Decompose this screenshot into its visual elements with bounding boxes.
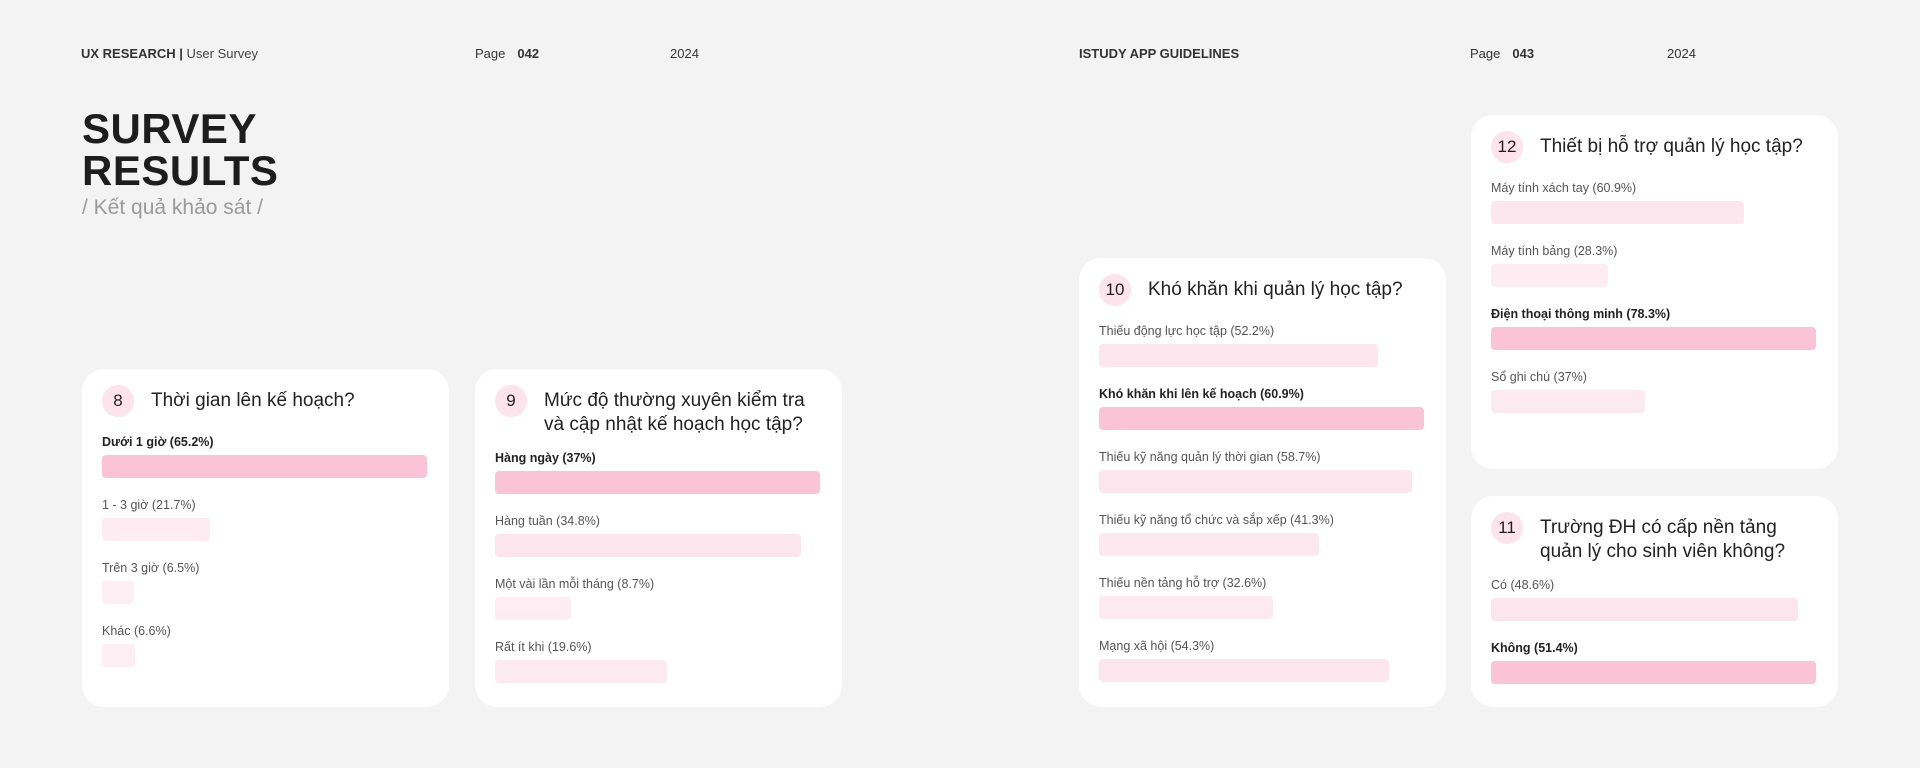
option-bar [1491, 327, 1816, 350]
question-number-badge: 11 [1491, 512, 1523, 544]
option-label: Không (51.4%) [1491, 641, 1578, 655]
option-label: 1 - 3 giờ (21.7%) [102, 498, 196, 512]
survey-card-q9: 9 Mức độ thường xuyên kiểm tra và cập nhậ… [475, 369, 842, 707]
option-label: Mạng xã hội (54.3%) [1099, 639, 1215, 653]
option-label: Hàng ngày (37%) [495, 451, 596, 465]
option-bar [495, 660, 667, 683]
option-bar [1491, 661, 1816, 684]
option-label: Thiếu kỹ năng quản lý thời gian (58.7%) [1099, 450, 1321, 464]
option-label: Trên 3 giờ (6.5%) [102, 561, 200, 575]
option-row: Điện thoại thông minh (78.3%) [1491, 307, 1816, 350]
option-bar [495, 597, 571, 620]
option-row: Thiếu kỹ năng tổ chức và sắp xếp (41.3%) [1099, 513, 1334, 556]
option-label: Hàng tuần (34.8%) [495, 514, 600, 528]
option-bar [102, 644, 135, 667]
right-header-section: ISTUDY APP GUIDELINES [1079, 46, 1240, 61]
option-label: Thiếu động lực học tập (52.2%) [1099, 324, 1275, 338]
option-bar [102, 455, 427, 478]
option-label: Máy tính bảng (28.3%) [1491, 244, 1618, 258]
option-bar [1099, 659, 1389, 682]
survey-card-q11: 11 Trường ĐH có cấp nền tảng quản lý cho … [1471, 496, 1838, 707]
option-label: Điện thoại thông minh (78.3%) [1491, 307, 1671, 321]
question-title: Khó khăn khi quản lý học tập? [1148, 279, 1403, 300]
question-number-badge: 9 [495, 385, 527, 417]
page-title: SURVEY RESULTS [82, 105, 279, 194]
question-title: Thời gian lên kế hoạch? [151, 390, 355, 411]
survey-card-q8: 8 Thời gian lên kế hoạch? Dưới 1 giờ (65.… [82, 369, 449, 707]
option-row: Khác (6.6%) [102, 624, 171, 667]
option-bar [1099, 344, 1378, 367]
option-bar [1099, 470, 1412, 493]
option-row: Trên 3 giờ (6.5%) [102, 561, 199, 604]
option-bar [1491, 390, 1645, 413]
option-label: Một vài lần mỗi tháng (8.7%) [495, 577, 655, 591]
option-label: Có (48.6%) [1491, 578, 1555, 592]
option-label: Sổ ghi chú (37%) [1491, 370, 1587, 384]
option-label: Khó khăn khi lên kế hoạch (60.9%) [1099, 387, 1304, 401]
left-page-indicator: Page 042 [475, 46, 540, 61]
question-title: Thiết bị hỗ trợ quản lý học tập? [1540, 136, 1803, 157]
question-title: Mức độ thường xuyên kiểm tra và cập nhật… [544, 390, 805, 435]
question-title: Trường ĐH có cấp nền tảng quản lý cho si… [1540, 517, 1786, 562]
option-label: Máy tính xách tay (60.9%) [1491, 181, 1637, 195]
right-page-indicator: Page 043 [1470, 46, 1535, 61]
option-row: Khó khăn khi lên kế hoạch (60.9%) [1099, 387, 1424, 430]
option-row: Hàng ngày (37%) [495, 451, 820, 494]
option-label: Rất ít khi (19.6%) [495, 640, 592, 654]
option-row: Máy tính xách tay (60.9%) [1491, 181, 1744, 224]
option-label: Dưới 1 giờ (65.2%) [102, 435, 214, 449]
question-number-badge: 10 [1099, 274, 1131, 306]
right-year: 2024 [1667, 46, 1696, 61]
option-bar [1491, 598, 1798, 621]
option-row: Rất ít khi (19.6%) [495, 640, 667, 683]
question-number-badge: 8 [102, 385, 134, 417]
option-bar [495, 471, 820, 494]
option-bar [495, 534, 801, 557]
left-header-section: UX RESEARCH | User Survey [81, 46, 259, 61]
survey-card-q12: 12 Thiết bị hỗ trợ quản lý học tập? Máy t… [1471, 115, 1838, 469]
survey-card-q10: 10 Khó khăn khi quản lý học tập? Thiếu độ… [1079, 258, 1446, 707]
option-row: 1 - 3 giờ (21.7%) [102, 498, 210, 541]
option-bar [1099, 407, 1424, 430]
option-label: Thiếu kỹ năng tổ chức và sắp xếp (41.3%) [1099, 513, 1334, 527]
option-row: Máy tính bảng (28.3%) [1491, 244, 1617, 287]
option-bar [102, 581, 134, 604]
option-label: Thiếu nền tảng hỗ trợ (32.6%) [1099, 576, 1267, 590]
left-header-subsection: User Survey [186, 46, 259, 61]
option-row: Thiếu kỹ năng quản lý thời gian (58.7%) [1099, 450, 1412, 493]
page-subtitle: / Kết quả khảo sát / [82, 196, 263, 219]
option-row: Một vài lần mỗi tháng (8.7%) [495, 577, 654, 620]
option-label: Khác (6.6%) [102, 624, 171, 638]
option-row: Không (51.4%) [1491, 641, 1816, 684]
option-row: Dưới 1 giờ (65.2%) [102, 435, 427, 478]
option-bar [1491, 201, 1744, 224]
option-row: Thiếu nền tảng hỗ trợ (32.6%) [1099, 576, 1273, 619]
option-bar [1099, 533, 1319, 556]
option-bar [1099, 596, 1273, 619]
option-row: Mạng xã hội (54.3%) [1099, 639, 1389, 682]
option-bar [1491, 264, 1608, 287]
option-row: Thiếu động lực học tập (52.2%) [1099, 324, 1378, 367]
option-bar [102, 518, 210, 541]
left-year: 2024 [670, 46, 699, 61]
question-number-badge: 12 [1491, 131, 1523, 163]
option-row: Sổ ghi chú (37%) [1491, 370, 1645, 413]
option-row: Hàng tuần (34.8%) [495, 514, 801, 557]
option-row: Có (48.6%) [1491, 578, 1798, 621]
